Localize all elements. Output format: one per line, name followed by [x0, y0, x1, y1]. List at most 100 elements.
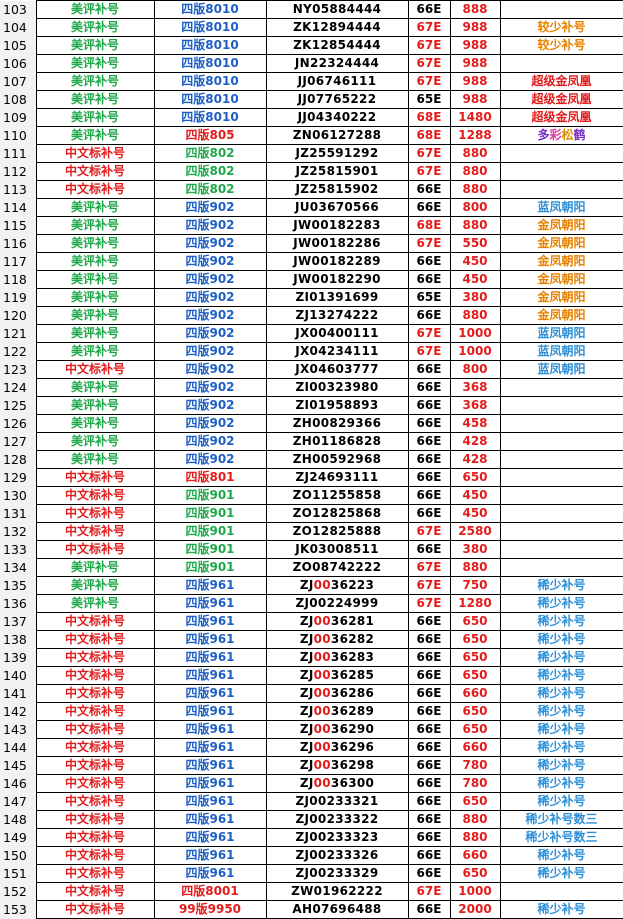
row-number: 138: [0, 630, 37, 649]
row-number: 122: [0, 342, 37, 361]
serial-prefix: JZ25815901: [295, 164, 379, 178]
note-cell: [499, 540, 623, 559]
price-cell: 988: [449, 90, 501, 109]
serial-prefix: ZJ00233321: [295, 794, 379, 808]
grade-cell: 67E: [407, 522, 451, 541]
serial-prefix: JW00182286: [293, 236, 381, 250]
row-number: 131: [0, 504, 37, 523]
grade-cell: 67E: [407, 18, 451, 37]
category-cell: 美评补号: [35, 270, 155, 289]
serial-prefix: ZO08742222: [292, 560, 382, 574]
grade-cell: 66E: [407, 792, 451, 811]
serial-prefix: JJ04340222: [297, 110, 377, 124]
version-cell: 四版8010: [153, 108, 267, 127]
note-cell: [499, 54, 623, 73]
serial-prefix: ZJ00233322: [295, 812, 379, 826]
row-number: 111: [0, 144, 37, 163]
serial-cell: ZJ0036281: [265, 612, 409, 631]
category-cell: 中文标补号: [35, 360, 155, 379]
row-number: 120: [0, 306, 37, 325]
serial-cell: AH07696488: [265, 900, 409, 919]
table-row: 130 中文标补号 四版901 ZO11255858 66E 450: [0, 486, 623, 505]
grade-cell: 68E: [407, 126, 451, 145]
category-cell: 中文标补号: [35, 756, 155, 775]
serial-prefix: ZJ: [299, 614, 314, 628]
version-cell: 四版961: [153, 576, 267, 595]
row-number: 105: [0, 36, 37, 55]
version-cell: 四版961: [153, 684, 267, 703]
price-cell: 660: [449, 738, 501, 757]
serial-highlight: 00: [313, 740, 331, 754]
serial-prefix: ZJ: [299, 632, 314, 646]
serial-cell: ZJ00233326: [265, 846, 409, 865]
category-cell: 中文标补号: [35, 162, 155, 181]
row-number: 123: [0, 360, 37, 379]
serial-cell: ZO08742222: [265, 558, 409, 577]
table-row: 139 中文标补号 四版961 ZJ0036283 66E 650 稀少补号: [0, 648, 623, 667]
version-cell: 四版8001: [153, 882, 267, 901]
row-number: 147: [0, 792, 37, 811]
note-cell: [499, 486, 623, 505]
price-cell: 880: [449, 144, 501, 163]
grade-cell: 66E: [407, 432, 451, 451]
table-row: 129 中文标补号 四版801 ZJ24693111 66E 650: [0, 468, 623, 487]
row-number: 151: [0, 864, 37, 883]
table-row: 141 中文标补号 四版961 ZJ0036286 66E 660 稀少补号: [0, 684, 623, 703]
row-number: 115: [0, 216, 37, 235]
price-cell: 988: [449, 36, 501, 55]
grade-cell: 67E: [407, 36, 451, 55]
serial-prefix: ZI00323980: [295, 380, 379, 394]
serial-prefix: ZJ: [299, 704, 314, 718]
row-number: 140: [0, 666, 37, 685]
serial-prefix: JW00182283: [293, 218, 381, 232]
serial-cell: JN22324444: [265, 54, 409, 73]
grade-cell: 66E: [407, 504, 451, 523]
category-cell: 中文标补号: [35, 792, 155, 811]
note-cell: 金凤朝阳: [499, 306, 623, 325]
price-cell: 368: [449, 396, 501, 415]
note-cell: 金凤朝阳: [499, 270, 623, 289]
version-cell: 四版901: [153, 504, 267, 523]
serial-prefix: ZN06127288: [292, 128, 382, 142]
note-cell: 稀少补号: [499, 756, 623, 775]
grade-cell: 67E: [407, 324, 451, 343]
version-cell: 四版961: [153, 810, 267, 829]
grade-cell: 66E: [407, 846, 451, 865]
version-cell: 四版8010: [153, 90, 267, 109]
row-number: 104: [0, 18, 37, 37]
row-number: 116: [0, 234, 37, 253]
serial-suffix: 36289: [330, 704, 375, 718]
row-number: 125: [0, 396, 37, 415]
note-cell: [499, 522, 623, 541]
note-cell: [499, 414, 623, 433]
serial-highlight: 00: [313, 632, 331, 646]
serial-cell: ZK12894444: [265, 18, 409, 37]
serial-cell: JW00182286: [265, 234, 409, 253]
serial-suffix: 36285: [330, 668, 375, 682]
table-row: 153 中文标补号 99版9950 AH07696488 66E 2000 稀少补号: [0, 900, 623, 919]
category-cell: 美评补号: [35, 72, 155, 91]
category-cell: 中文标补号: [35, 684, 155, 703]
row-number: 136: [0, 594, 37, 613]
version-cell: 四版8010: [153, 72, 267, 91]
grade-cell: 66E: [407, 306, 451, 325]
row-number: 114: [0, 198, 37, 217]
serial-cell: ZJ00233322: [265, 810, 409, 829]
price-cell: 660: [449, 684, 501, 703]
grade-cell: 66E: [407, 828, 451, 847]
grade-cell: 67E: [407, 594, 451, 613]
version-cell: 四版902: [153, 450, 267, 469]
serial-cell: ZJ0036285: [265, 666, 409, 685]
row-number: 148: [0, 810, 37, 829]
price-cell: 1288: [449, 126, 501, 145]
grade-cell: 67E: [407, 234, 451, 253]
serial-cell: ZO11255858: [265, 486, 409, 505]
table-row: 104 美评补号 四版8010 ZK12894444 67E 988 较少补号: [0, 18, 623, 37]
version-cell: 四版902: [153, 198, 267, 217]
note-cell: 金凤朝阳: [499, 252, 623, 271]
serial-cell: ZI01958893: [265, 396, 409, 415]
price-cell: 550: [449, 234, 501, 253]
row-number: 126: [0, 414, 37, 433]
grade-cell: 66E: [407, 0, 451, 19]
version-cell: 四版8010: [153, 36, 267, 55]
